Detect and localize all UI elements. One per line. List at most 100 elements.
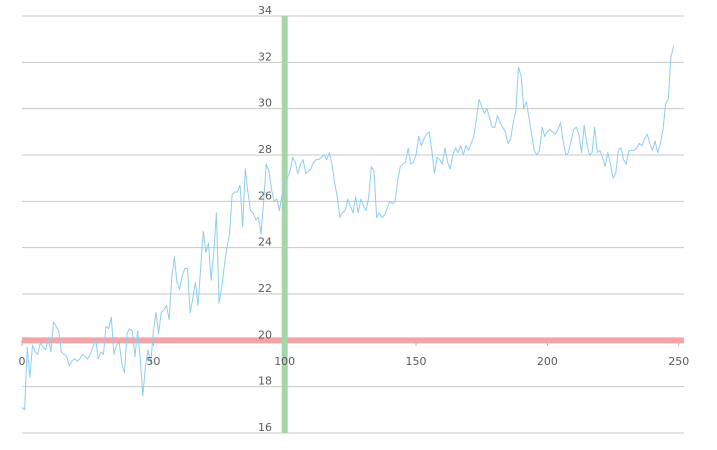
data-point xyxy=(434,173,435,174)
data-point xyxy=(292,156,293,158)
data-point xyxy=(239,184,241,186)
y-tick-label: 34 xyxy=(258,4,272,17)
data-point xyxy=(158,332,160,334)
data-point xyxy=(24,409,26,411)
data-point xyxy=(244,168,246,170)
data-point xyxy=(97,358,99,360)
data-point xyxy=(61,351,62,353)
data-point xyxy=(105,326,107,327)
data-point xyxy=(431,149,433,151)
data-point xyxy=(539,149,540,151)
data-point xyxy=(223,265,225,267)
data-point xyxy=(221,286,223,288)
x-tick-label: 200 xyxy=(537,355,558,368)
data-point xyxy=(50,351,52,353)
data-point xyxy=(541,126,543,128)
data-point xyxy=(373,170,375,172)
data-point xyxy=(423,138,425,140)
data-point xyxy=(573,129,575,130)
data-point xyxy=(208,242,209,244)
data-point xyxy=(334,182,336,184)
data-point xyxy=(171,277,173,279)
data-point xyxy=(131,330,133,332)
data-point xyxy=(307,170,309,172)
data-point xyxy=(37,353,39,355)
data-point xyxy=(147,349,149,350)
data-point xyxy=(646,133,648,135)
data-point xyxy=(502,126,504,128)
y-tick-label: 18 xyxy=(258,375,272,388)
data-point xyxy=(449,168,451,170)
data-point xyxy=(447,161,448,163)
data-point xyxy=(428,131,430,133)
data-point xyxy=(89,353,91,355)
data-point xyxy=(486,108,488,110)
data-point xyxy=(344,210,346,212)
data-point xyxy=(510,138,512,140)
data-point xyxy=(66,356,68,357)
data-point xyxy=(200,268,202,269)
data-point xyxy=(331,163,333,165)
data-point xyxy=(507,143,509,144)
data-point xyxy=(173,256,175,258)
data-point xyxy=(649,143,651,144)
data-point xyxy=(581,152,582,154)
data-point xyxy=(166,305,167,306)
data-point xyxy=(71,360,73,362)
data-point xyxy=(586,143,588,144)
data-point xyxy=(355,196,357,198)
data-point xyxy=(53,321,54,323)
data-point xyxy=(389,200,391,202)
data-point xyxy=(137,330,138,332)
data-point xyxy=(604,166,606,167)
data-point xyxy=(620,147,622,149)
data-point xyxy=(145,365,146,367)
data-point xyxy=(271,189,272,191)
y-tick-label: 30 xyxy=(258,97,272,110)
data-point xyxy=(152,330,154,332)
data-point xyxy=(286,177,288,179)
data-point xyxy=(565,154,567,156)
data-point xyxy=(150,363,152,364)
data-point xyxy=(323,154,325,156)
data-point xyxy=(284,182,286,184)
data-point xyxy=(638,143,640,144)
data-point xyxy=(260,233,262,235)
data-point xyxy=(205,251,207,253)
data-point xyxy=(476,117,477,119)
data-point xyxy=(599,149,601,151)
y-axis-labels: 16 18 20 22 24 26 28 30 32 34 xyxy=(258,4,272,434)
data-point xyxy=(184,268,186,269)
data-point xyxy=(394,200,396,202)
data-point xyxy=(82,353,83,355)
data-point xyxy=(515,110,517,112)
x-tick-label: 50 xyxy=(146,355,160,368)
data-point xyxy=(623,159,624,161)
data-point xyxy=(55,326,57,327)
data-point xyxy=(418,136,420,137)
data-point xyxy=(468,149,469,151)
series-points xyxy=(21,45,674,411)
data-point xyxy=(652,149,653,151)
data-point xyxy=(489,117,490,119)
data-point xyxy=(610,163,611,165)
data-point xyxy=(268,170,270,172)
data-point xyxy=(455,147,456,149)
data-point xyxy=(570,140,572,142)
x-tick-label: 0 xyxy=(19,355,26,368)
data-point xyxy=(617,149,619,151)
data-point xyxy=(659,143,661,144)
data-point xyxy=(405,161,406,163)
data-point xyxy=(439,159,441,161)
data-point xyxy=(100,351,102,353)
data-point xyxy=(124,372,125,374)
data-point xyxy=(26,346,28,348)
data-point xyxy=(662,129,664,130)
data-point xyxy=(328,152,330,154)
data-point xyxy=(407,147,409,149)
data-point xyxy=(583,124,585,126)
data-point xyxy=(213,251,215,253)
y-tick-label: 16 xyxy=(258,421,272,434)
data-point xyxy=(602,156,603,158)
